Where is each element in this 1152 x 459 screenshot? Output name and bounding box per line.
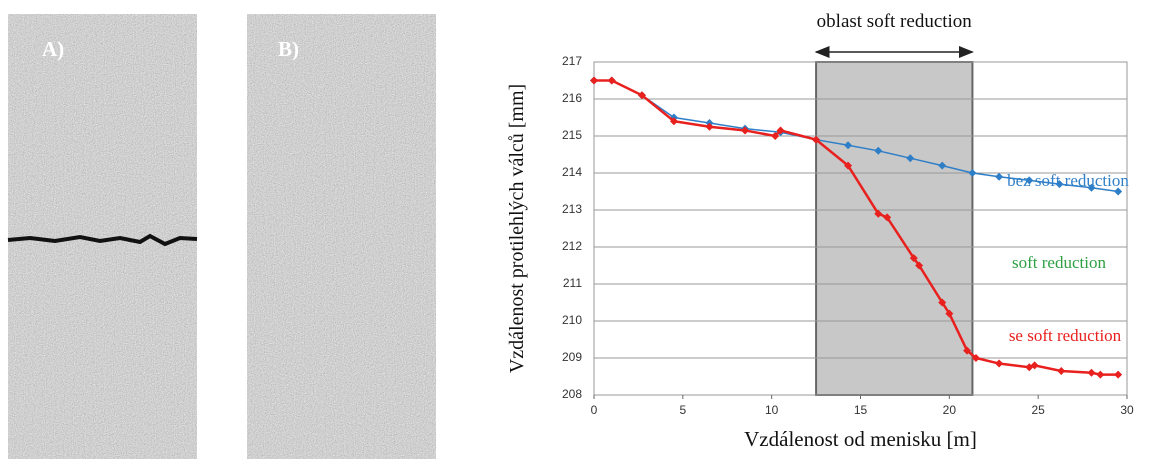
- annotation: soft reduction: [1012, 253, 1106, 272]
- y-tick-label: 210: [562, 313, 582, 327]
- y-tick-label: 209: [562, 350, 582, 364]
- x-tick-label: 0: [591, 403, 598, 417]
- x-tick-label: 10: [765, 403, 779, 417]
- y-axis-label: Vzdálenost protilehlých válců [mm]: [506, 84, 528, 373]
- x-tick-label: 20: [943, 403, 957, 417]
- annotation: se soft reduction: [1009, 326, 1122, 345]
- page: {"panels": [{"label": "A)"}, {"label": "…: [0, 0, 1152, 459]
- x-axis-label: Vzdálenost od menisku [m]: [744, 427, 977, 451]
- y-tick-label: 213: [562, 202, 582, 216]
- x-tick-label: 5: [679, 403, 686, 417]
- panel-label: A): [42, 37, 64, 61]
- x-tick-label: 25: [1031, 403, 1045, 417]
- y-tick-label: 217: [562, 54, 582, 68]
- image-b: [247, 14, 436, 459]
- y-tick-label: 211: [563, 276, 582, 290]
- y-tick-label: 215: [562, 128, 582, 142]
- panel-label: B): [278, 37, 299, 61]
- y-tick-label: 216: [562, 91, 582, 105]
- y-tick-label: 212: [562, 239, 582, 253]
- region-label: oblast soft reduction: [817, 11, 973, 32]
- annotation: bez soft reduction: [1007, 171, 1129, 190]
- y-tick-label: 214: [562, 165, 582, 179]
- figure: A) B) 208 209 210 211 212 213 214 215 216 217 0 5 10…: [0, 0, 1152, 459]
- x-tick-label: 30: [1120, 403, 1134, 417]
- image-a: [8, 14, 197, 459]
- y-tick-label: 208: [562, 387, 582, 401]
- x-tick-label: 15: [854, 403, 868, 417]
